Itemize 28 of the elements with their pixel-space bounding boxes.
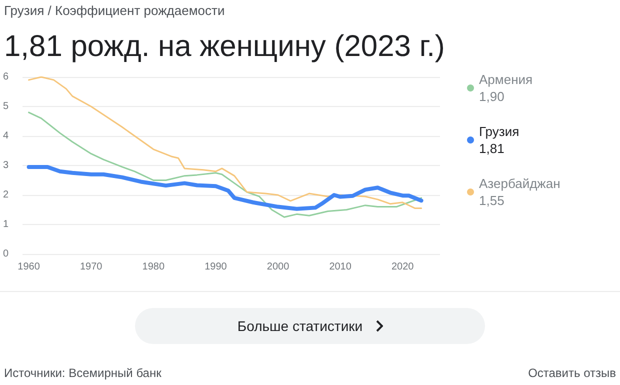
text: Источники: Всемирный банк bbox=[4, 366, 162, 380]
legend-label: Азербайджан bbox=[479, 176, 560, 191]
x-tick-label: 2020 bbox=[391, 262, 414, 272]
y-tick-label: 3 bbox=[3, 160, 9, 171]
y-tick-label: 5 bbox=[3, 101, 9, 112]
chart-subtitle: Грузия / Коэффициент рождаемости bbox=[4, 3, 225, 18]
y-tick-label: 2 bbox=[3, 190, 9, 200]
x-tick-label: 1970 bbox=[80, 262, 103, 272]
line-series bbox=[26, 164, 424, 211]
line-series bbox=[28, 112, 422, 218]
text: Оставить отзыв bbox=[528, 366, 616, 380]
y-tick-label: 4 bbox=[3, 130, 9, 142]
x-tick-label: 1960 bbox=[18, 262, 40, 272]
line-series bbox=[28, 76, 422, 210]
text: Больше статистики bbox=[237, 318, 363, 334]
x-tick-label: 2010 bbox=[329, 262, 352, 272]
legend-label: Армения bbox=[479, 72, 533, 87]
chart-title: 1,81 рожд. на женщину (2023 г.) bbox=[4, 30, 445, 64]
x-tick-label: 2000 bbox=[266, 262, 290, 272]
y-tick-label: 1 bbox=[3, 219, 9, 230]
text: 1,55 bbox=[479, 193, 504, 208]
x-tick-label: 1990 bbox=[204, 262, 228, 272]
text: 1,90 bbox=[479, 89, 504, 104]
x-tick-label: 1980 bbox=[142, 262, 165, 272]
text: 1,81 bbox=[479, 141, 504, 156]
y-tick-label: 0 bbox=[3, 248, 9, 260]
legend-label: Грузия bbox=[479, 124, 520, 139]
y-tick-label: 6 bbox=[3, 72, 9, 82]
